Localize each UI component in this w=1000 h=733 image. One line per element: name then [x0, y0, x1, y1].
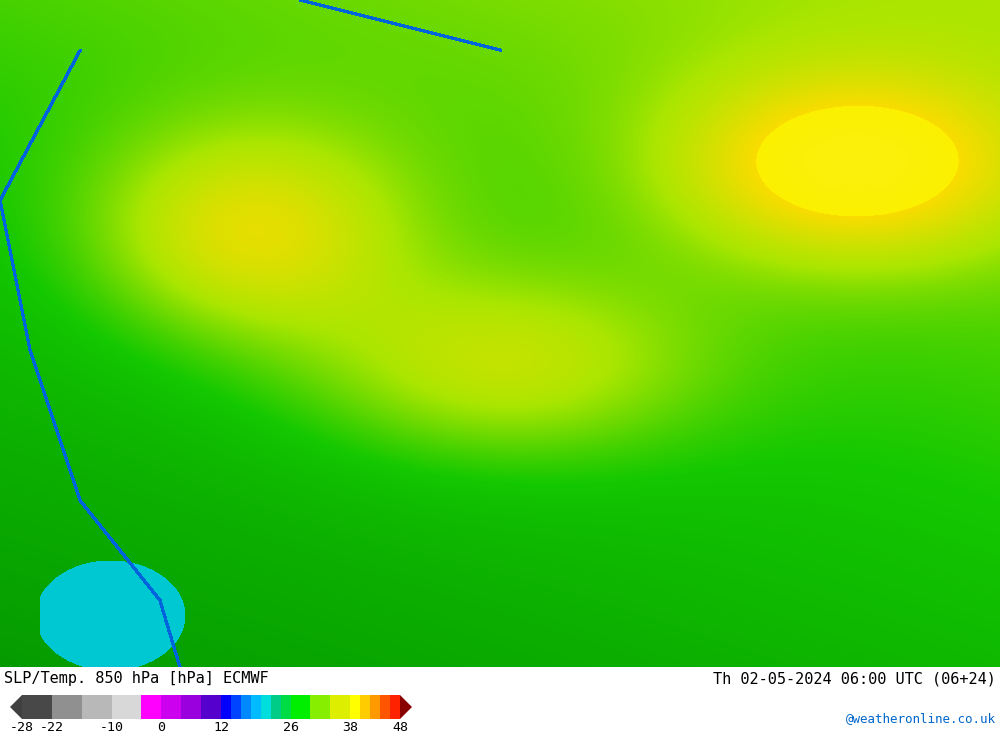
Bar	[370, 695, 380, 719]
Bar	[291, 695, 310, 719]
Bar	[241, 695, 251, 719]
Bar	[330, 695, 350, 719]
Text: -28: -28	[10, 721, 34, 733]
Text: 38: 38	[342, 721, 358, 733]
Bar	[112, 695, 141, 719]
Bar	[271, 695, 281, 719]
Bar	[82, 695, 112, 719]
Bar	[161, 695, 181, 719]
Bar	[261, 695, 271, 719]
Text: -22: -22	[40, 721, 64, 733]
Text: 0: 0	[157, 721, 165, 733]
Text: 12: 12	[213, 721, 229, 733]
Bar	[22, 695, 52, 719]
Polygon shape	[10, 695, 22, 719]
Bar	[231, 695, 241, 719]
Text: Th 02-05-2024 06:00 UTC (06+24): Th 02-05-2024 06:00 UTC (06+24)	[713, 671, 996, 686]
Bar	[390, 695, 400, 719]
Bar	[201, 695, 221, 719]
Bar	[221, 695, 231, 719]
Bar	[380, 695, 390, 719]
Text: SLP/Temp. 850 hPa [hPa] ECMWF: SLP/Temp. 850 hPa [hPa] ECMWF	[4, 671, 269, 686]
Text: -10: -10	[100, 721, 124, 733]
Text: 26: 26	[283, 721, 299, 733]
Bar	[141, 695, 161, 719]
Text: @weatheronline.co.uk: @weatheronline.co.uk	[846, 712, 996, 725]
Bar	[181, 695, 201, 719]
Bar	[52, 695, 82, 719]
Bar	[310, 695, 330, 719]
Bar	[360, 695, 370, 719]
Bar	[281, 695, 291, 719]
Polygon shape	[400, 695, 412, 719]
Bar	[350, 695, 360, 719]
Bar	[251, 695, 261, 719]
Text: 48: 48	[392, 721, 408, 733]
